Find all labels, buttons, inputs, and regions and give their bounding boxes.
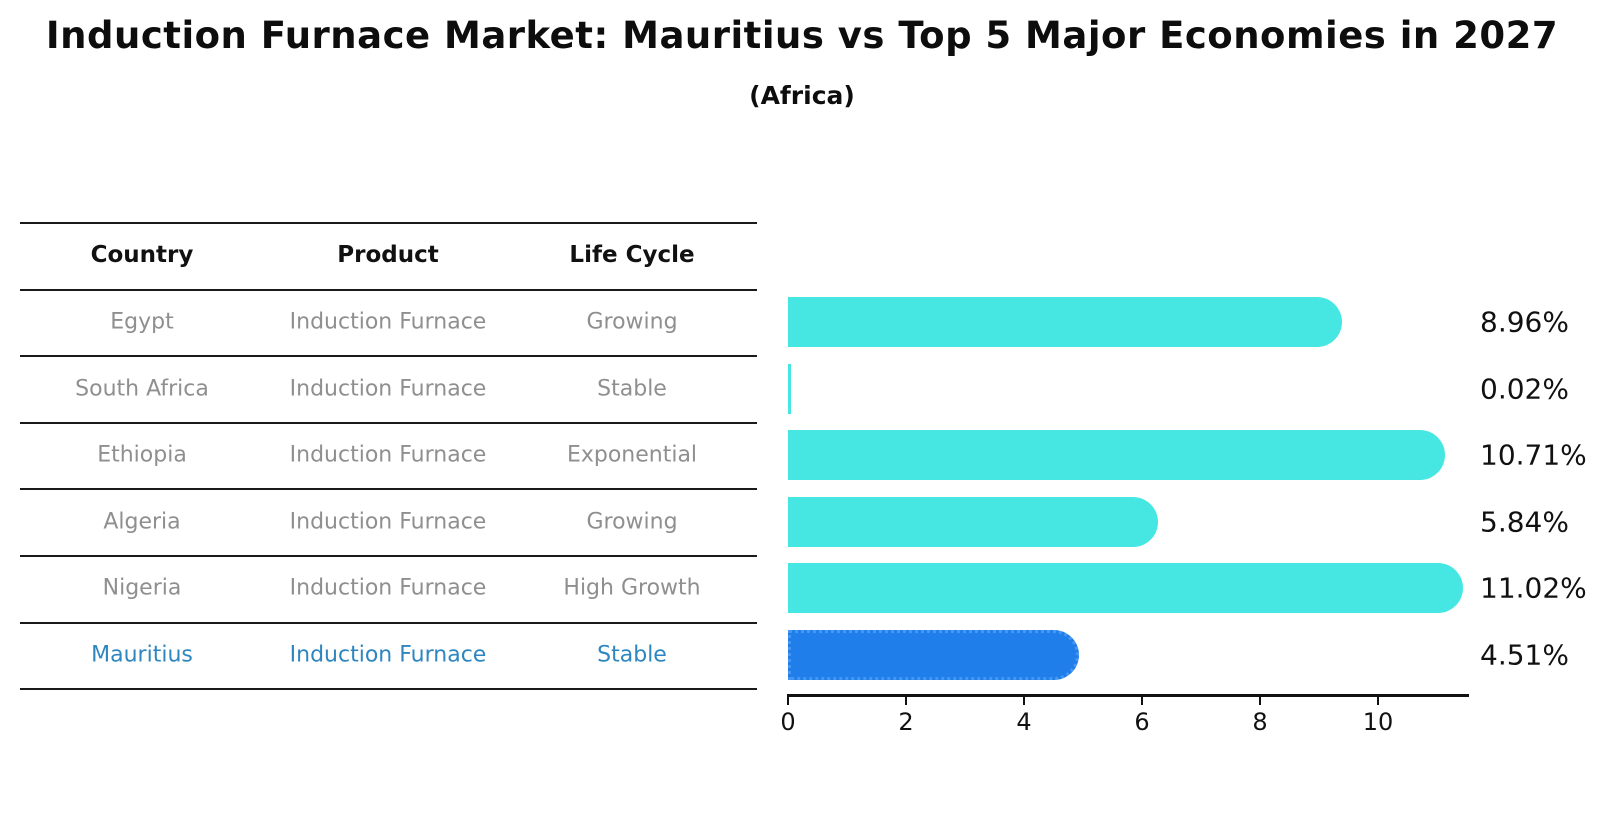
- x-axis-tick-label: 8: [1252, 708, 1268, 736]
- table-cell-country: Egypt: [110, 309, 174, 335]
- table-divider-line: [20, 288, 757, 291]
- table-cell-country: Ethiopia: [97, 442, 187, 468]
- x-axis-tick-label: 4: [1016, 708, 1032, 736]
- x-axis-tick-label: 6: [1134, 708, 1150, 736]
- column-header-life-cycle: Life Cycle: [569, 242, 695, 268]
- bar-south-africa: [788, 363, 791, 414]
- value-label-south-africa: 0.02%: [1480, 372, 1569, 405]
- table-cell-product: Induction Furnace: [289, 509, 487, 534]
- table-cell-country: South Africa: [75, 376, 209, 401]
- bar-algeria: [788, 496, 1158, 547]
- table-divider-line: [20, 621, 757, 624]
- bar-mauritius: [788, 629, 1080, 680]
- x-axis-tick-label: 10: [1362, 708, 1394, 736]
- bar-nigeria: [788, 563, 1464, 613]
- table-divider-line: [20, 421, 757, 424]
- table-divider-line: [20, 488, 757, 490]
- value-label-algeria: 5.84%: [1480, 505, 1569, 538]
- column-header-country: Country: [90, 242, 194, 268]
- page-subtitle: (Africa): [749, 81, 855, 110]
- value-label-nigeria: 11.02%: [1480, 571, 1587, 605]
- table-cell-product: Induction Furnace: [289, 442, 487, 468]
- x-axis-tick: [1141, 696, 1143, 705]
- table-divider-line: [20, 355, 757, 357]
- x-axis-line: [787, 694, 1469, 697]
- table-divider-line: [20, 222, 757, 224]
- table-cell-product: Induction Furnace: [289, 575, 487, 601]
- table-cell-life-cycle: High Growth: [563, 575, 701, 601]
- column-header-product: Product: [337, 242, 439, 268]
- table-divider-line: [20, 555, 757, 557]
- value-label-ethiopia: 10.71%: [1480, 438, 1587, 472]
- table-cell-country: Mauritius: [91, 642, 193, 667]
- table-cell-product: Induction Furnace: [289, 376, 487, 401]
- page-title: Induction Furnace Market: Mauritius vs T…: [45, 14, 1559, 57]
- x-axis-tick: [905, 696, 907, 705]
- value-label-mauritius: 4.51%: [1480, 638, 1569, 671]
- table-cell-life-cycle: Stable: [597, 642, 667, 667]
- table-cell-product: Induction Furnace: [289, 309, 487, 335]
- x-axis-tick: [1023, 696, 1025, 705]
- x-axis-tick-label: 2: [898, 708, 914, 736]
- table-cell-country: Algeria: [103, 509, 181, 534]
- x-axis-tick: [1259, 696, 1261, 705]
- table-divider-line: [20, 688, 757, 690]
- value-label-egypt: 8.96%: [1480, 305, 1569, 339]
- table-cell-product: Induction Furnace: [289, 642, 487, 667]
- table-cell-life-cycle: Growing: [586, 509, 678, 534]
- bar-ethiopia: [788, 430, 1445, 480]
- table-cell-country: Nigeria: [102, 575, 182, 601]
- x-axis-tick: [787, 696, 789, 705]
- table-cell-life-cycle: Stable: [597, 376, 667, 401]
- bar-egypt: [788, 297, 1342, 347]
- table-cell-life-cycle: Exponential: [566, 442, 698, 468]
- x-axis-tick: [1377, 696, 1379, 705]
- table-cell-life-cycle: Growing: [586, 309, 678, 335]
- x-axis-tick-label: 0: [780, 708, 796, 736]
